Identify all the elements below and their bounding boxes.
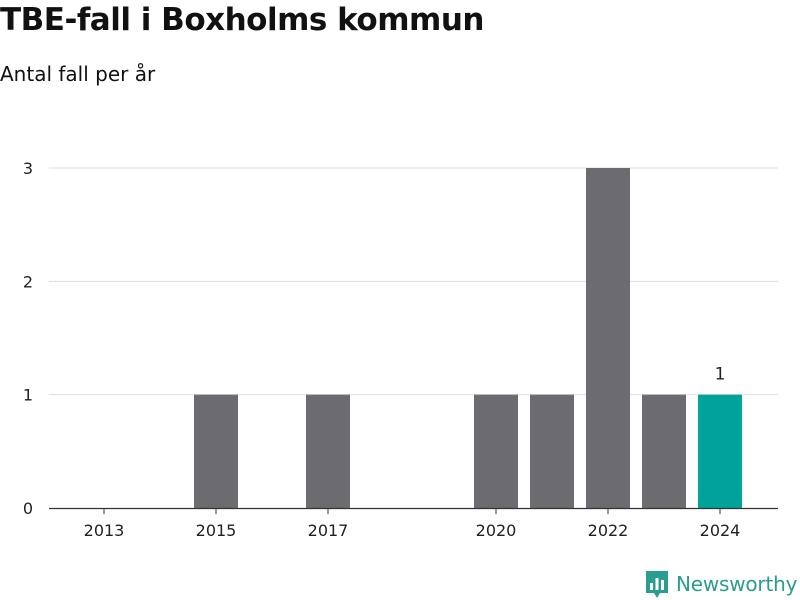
bar-2015 [194, 394, 238, 508]
brand-logo: Newsworthy [644, 568, 797, 600]
bar-2024 [698, 394, 742, 508]
bar-2021 [530, 394, 574, 508]
y-tick-label-3: 3 [23, 159, 33, 178]
brand-name: Newsworthy [676, 572, 798, 596]
chart-title: TBE-fall i Boxholms kommun [0, 2, 484, 38]
x-tick-label-2015: 2015 [196, 521, 237, 540]
bar-2020 [474, 394, 518, 508]
x-tick-label-2022: 2022 [588, 521, 629, 540]
y-tick-label-1: 1 [23, 386, 33, 405]
bar-2023 [642, 394, 686, 508]
data-label-2024: 1 [715, 365, 726, 385]
bar-2017 [306, 394, 350, 508]
bar-2022 [586, 168, 630, 508]
x-tick-label-2024: 2024 [700, 521, 741, 540]
x-tick-label-2017: 2017 [308, 521, 349, 540]
chart-subtitle: Antal fall per år [0, 62, 156, 86]
newsworthy-logo-icon [646, 571, 668, 598]
x-tick-label-2013: 2013 [84, 521, 125, 540]
y-tick-label-0: 0 [23, 499, 33, 518]
x-tick-label-2020: 2020 [476, 521, 517, 540]
y-tick-label-2: 2 [23, 272, 33, 291]
